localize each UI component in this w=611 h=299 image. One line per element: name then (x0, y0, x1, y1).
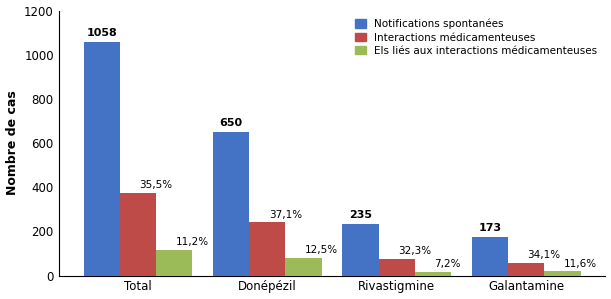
Bar (472, 237, 508, 276)
Bar (120, 193, 156, 276)
Bar (508, 263, 544, 276)
Bar (379, 259, 415, 276)
Text: 11,2%: 11,2% (175, 237, 208, 247)
Text: 34,1%: 34,1% (527, 250, 561, 260)
Bar (342, 224, 379, 276)
Bar (84, 42, 120, 276)
Text: 235: 235 (349, 210, 372, 220)
Text: 173: 173 (478, 223, 502, 234)
Bar (213, 132, 249, 276)
Text: 650: 650 (219, 118, 243, 128)
Bar (415, 272, 451, 276)
Text: 12,5%: 12,5% (305, 245, 338, 255)
Text: 7,2%: 7,2% (434, 259, 461, 269)
Bar (544, 271, 580, 276)
Bar (285, 258, 322, 276)
Text: 1058: 1058 (86, 28, 117, 38)
Bar (249, 222, 285, 276)
Text: 35,5%: 35,5% (139, 180, 172, 190)
Text: 37,1%: 37,1% (269, 210, 302, 220)
Bar (156, 250, 192, 276)
Y-axis label: Nombre de cas: Nombre de cas (5, 91, 18, 196)
Text: 32,3%: 32,3% (398, 246, 431, 256)
Legend: Notifications spontanées, Interactions médicamenteuses, Els liés aux interaction: Notifications spontanées, Interactions m… (352, 16, 600, 59)
Text: 11,6%: 11,6% (564, 259, 597, 269)
